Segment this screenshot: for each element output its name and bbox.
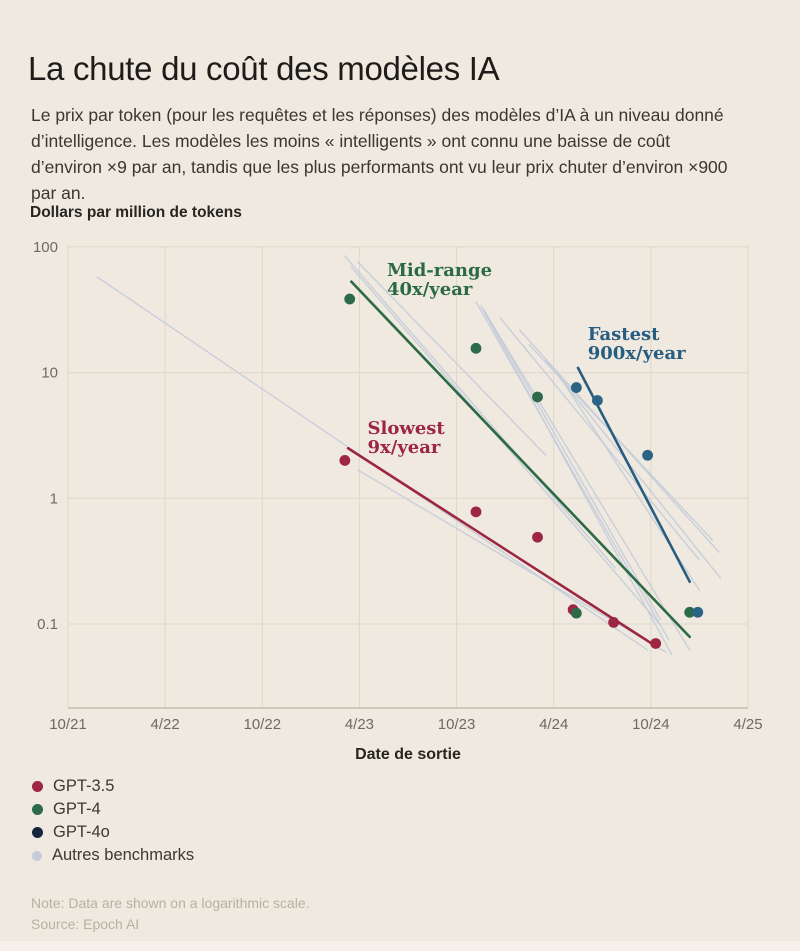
legend-dot-gpt-4o [32,827,43,838]
trend-line-mid-range [350,280,691,639]
data-point-gpt-3-5 [470,506,482,518]
x-tick-label: 10/21 [49,716,87,733]
benchmark-line [486,315,691,651]
x-tick-label: 10/23 [438,716,476,733]
benchmark-line [544,359,722,579]
x-tick-label: 10/22 [244,716,282,733]
data-point-gpt-4 [532,391,543,403]
trend-label-mid-range: 40x/year [387,279,473,300]
y-tick-label: 100 [33,239,58,256]
chart-legend: GPT-3.5 GPT-4 GPT-4o Autres benchmarks [32,775,194,867]
legend-item-gpt-4: GPT-4 [32,798,194,821]
source-credit: Source: Epoch AI [31,916,140,932]
legend-dot-autres-benchmarks [32,850,42,861]
data-point-gpt-4 [684,606,696,618]
data-point-gpt-3-5 [339,455,351,466]
chart-description: Le prix par token (pour les requêtes et … [31,104,728,203]
page-title: La chute du coût des modèles IA [28,50,500,88]
legend-item-gpt-3-5: GPT-3.5 [32,775,194,798]
data-point-gpt-3-5 [608,616,620,628]
benchmark-line [475,301,670,641]
y-tick-label: 0.1 [37,616,58,633]
benchmark-line [357,469,667,653]
legend-label-gpt-4o: GPT-4o [53,823,110,841]
benchmark-line [480,305,673,656]
trend-label-mid-range: Mid-range [387,260,492,281]
footnote: Note: Data are shown on a logarithmic sc… [31,895,310,911]
data-point-gpt-3-5 [532,531,543,543]
y-axis-title: Dollars par million de tokens [30,204,242,221]
data-point-gpt-4 [570,607,582,619]
trend-line-slowest [346,446,656,647]
benchmark-line [483,309,662,621]
legend-label-gpt-4: GPT-4 [53,800,101,818]
legend-item-gpt-4o: GPT-4o [32,821,194,844]
legend-item-autres-benchmarks: Autres benchmarks [32,844,194,867]
x-tick-label: 4/22 [151,716,180,733]
legend-dot-gpt-3-5 [32,781,43,792]
legend-dot-gpt-4 [32,804,43,815]
y-tick-label: 10 [41,365,58,382]
data-point-gpt-4o [592,395,603,406]
trend-label-fastest: Fastest [588,324,660,345]
x-tick-label: 4/25 [733,716,762,733]
legend-label-gpt-3-5: GPT-3.5 [53,777,115,795]
y-tick-label: 1 [50,490,58,507]
benchmark-line [357,261,547,456]
trend-label-slowest: 9x/year [368,437,441,458]
x-tick-label: 10/24 [632,716,670,733]
x-tick-label: 4/24 [539,716,568,733]
trend-label-slowest: Slowest [368,418,446,439]
trend-label-fastest: 900x/year [588,343,686,364]
legend-label-autres-benchmarks: Autres benchmarks [52,846,195,864]
benchmark-line [344,255,616,569]
data-point-gpt-4o [570,382,582,393]
x-axis-title: Date de sortie [355,746,461,763]
benchmark-line [350,266,662,626]
bottom-strip [0,941,800,951]
data-point-gpt-4o [642,449,654,461]
x-tick-label: 4/23 [345,716,374,733]
data-point-gpt-4 [470,342,482,354]
data-point-gpt-4 [344,293,356,305]
data-point-gpt-3-5 [650,638,662,649]
data-point-gpt-4o [692,606,704,618]
